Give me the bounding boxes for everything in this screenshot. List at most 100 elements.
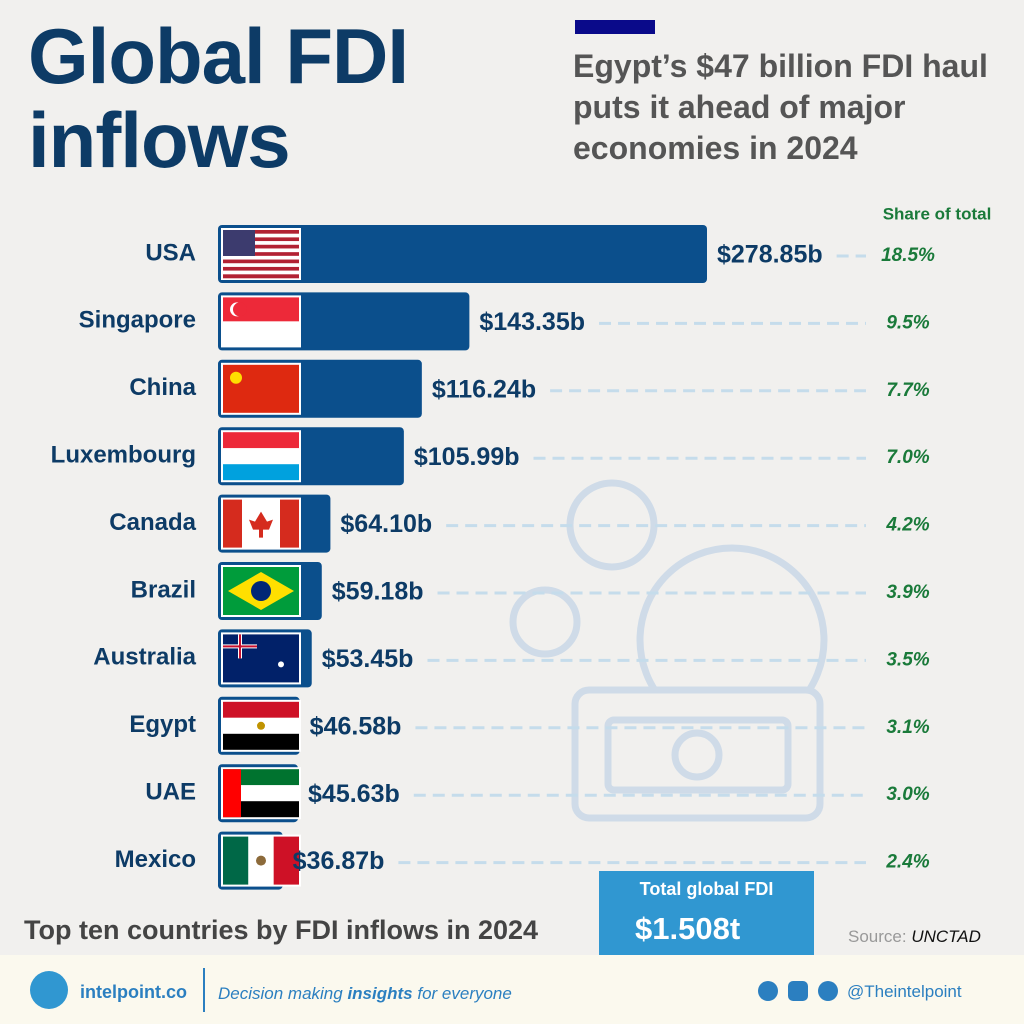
value-label: $116.24b [432,375,536,403]
flag-part [223,248,299,253]
share-label: 3.0% [886,784,929,805]
chart-title: Global FDI inflows [28,12,409,184]
flag-part [223,255,299,260]
tagline-part: Decision making [218,984,348,1003]
chart-subtitle: Egypt’s $47 billion FDI haul puts it ahe… [573,48,988,166]
source: Source: UNCTAD [848,927,981,947]
flag-part [223,270,299,275]
flag-part [233,302,247,317]
flag-part [223,241,299,246]
share-label: 7.0% [886,447,929,468]
value-label: $46.58b [310,712,402,740]
flag-part [223,263,299,268]
tagline: Decision making insights for everyone [218,984,512,1004]
value-label: $64.10b [340,510,432,538]
flag-part [223,230,255,256]
category-label: Singapore [79,307,196,334]
share-label: 3.5% [886,649,929,670]
flag-part [230,371,242,384]
share-label: 2.4% [885,852,929,873]
value-label: $143.35b [479,308,585,336]
flag-part [223,321,299,346]
flag-part [223,464,299,481]
total-value: $1.508t [635,911,741,946]
share-header: Share of total [883,204,992,223]
category-label: Egypt [129,711,196,738]
facebook-icon[interactable] [818,981,838,1001]
share-label: 3.1% [886,717,929,738]
total-label: Total global FDI [639,879,774,899]
share-label: 3.9% [886,582,929,603]
flag-part [223,432,299,449]
flag-part [223,769,299,786]
flag-part [223,836,249,885]
category-label: Mexico [115,846,196,873]
flag-part [256,855,266,866]
instagram-icon[interactable] [788,981,808,1001]
value-label: $105.99b [414,443,520,471]
total-box: Total global FDI $1.508t [599,871,814,956]
flag-part [223,769,241,818]
flag [221,362,301,415]
source-name: UNCTAD [911,927,981,946]
source-label: Source: [848,927,907,946]
value-label: $36.87b [293,847,385,875]
flag-part [273,836,299,885]
flag-part [223,733,299,750]
flag [221,699,301,752]
bar [218,225,707,283]
flag-part [223,634,299,683]
category-label: China [129,374,196,401]
flag-part [223,244,299,249]
category-label: USA [145,239,196,266]
x-icon[interactable] [758,981,778,1001]
accent-bar [575,20,655,34]
flag [221,632,301,685]
flag-part [223,259,299,264]
flag-part [239,634,241,659]
flag-part [278,661,284,668]
flag-part [223,266,299,271]
share-label: 7.7% [886,380,929,401]
flag-part [223,364,299,413]
separator [203,968,205,1012]
category-label: Brazil [131,576,196,603]
brand[interactable]: intelpoint.co [80,982,187,1002]
flag [221,565,301,617]
flag-part [223,801,299,818]
flag-part [223,701,299,718]
category-label: Australia [93,644,196,671]
category-label: UAE [145,779,196,806]
flag-part [223,233,299,238]
caption: Top ten countries by FDI inflows in 2024 [24,915,539,945]
category-label: Canada [109,509,196,536]
flag [221,295,301,348]
flag-part [223,448,299,465]
handle[interactable]: @Theintelpoint [847,982,962,1001]
flag-part [251,581,271,601]
share-label: 9.5% [886,312,929,333]
flag [221,834,301,887]
tagline-part: insights [347,984,413,1003]
flag-part [223,237,299,242]
category-label: Luxembourg [51,442,196,469]
background-icons [509,479,828,822]
flag-part [223,230,299,234]
flag-part [223,785,299,802]
value-label: $59.18b [332,578,424,606]
value-label: $278.85b [717,241,823,269]
tagline-part: for everyone [412,984,512,1003]
flag-part [280,499,299,548]
flag-part [223,252,299,257]
chart: Share of total USA $278.85b 18.5% Singapore… [51,204,992,890]
flag-part [257,721,265,730]
value-label: $53.45b [322,645,414,673]
flag [221,497,301,550]
flag [221,767,301,820]
flag-part [223,499,242,548]
logo[interactable] [30,971,68,1009]
value-label: $45.63b [308,780,400,808]
flag [221,430,301,483]
footer [0,955,1024,1024]
